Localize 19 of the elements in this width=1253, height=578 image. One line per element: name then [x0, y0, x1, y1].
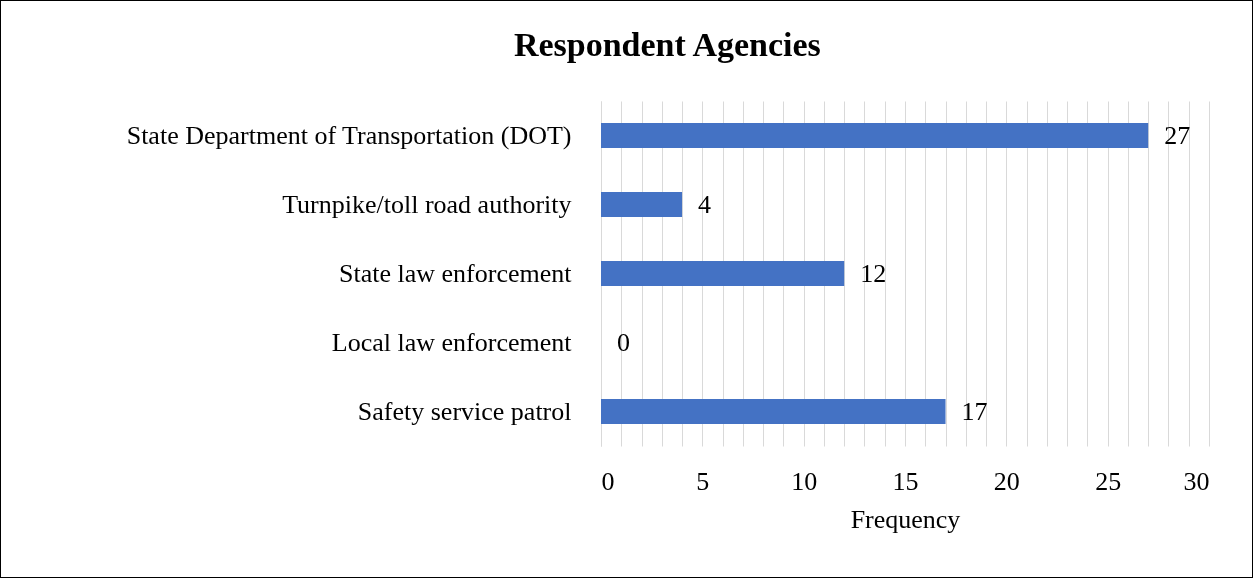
data-label: 12 [860, 258, 887, 288]
y-tick-label: Safety service patrol [357, 396, 572, 426]
x-tick-label: 30 [1183, 466, 1210, 496]
y-tick-label: Local law enforcement [331, 327, 573, 357]
chart-title: Respondent Agencies [513, 26, 821, 63]
data-label: 4 [698, 189, 712, 219]
data-label: 17 [961, 396, 988, 426]
y-tick-label: Turnpike/toll road authority [282, 189, 572, 219]
x-tick-label: 0 [601, 466, 615, 496]
x-tick-label: 25 [1095, 466, 1122, 496]
data-label: 0 [617, 327, 630, 357]
x-tick-label: 20 [993, 466, 1020, 496]
data-label: 27 [1164, 120, 1191, 150]
x-tick-label: 15 [892, 466, 919, 496]
y-tick-label: State Department of Transportation (DOT) [126, 120, 572, 150]
x-axis-title: Frequency [850, 504, 961, 534]
x-tick-label: 5 [696, 466, 710, 496]
y-tick-label: State law enforcement [339, 258, 573, 288]
x-tick-label: 10 [791, 466, 818, 496]
